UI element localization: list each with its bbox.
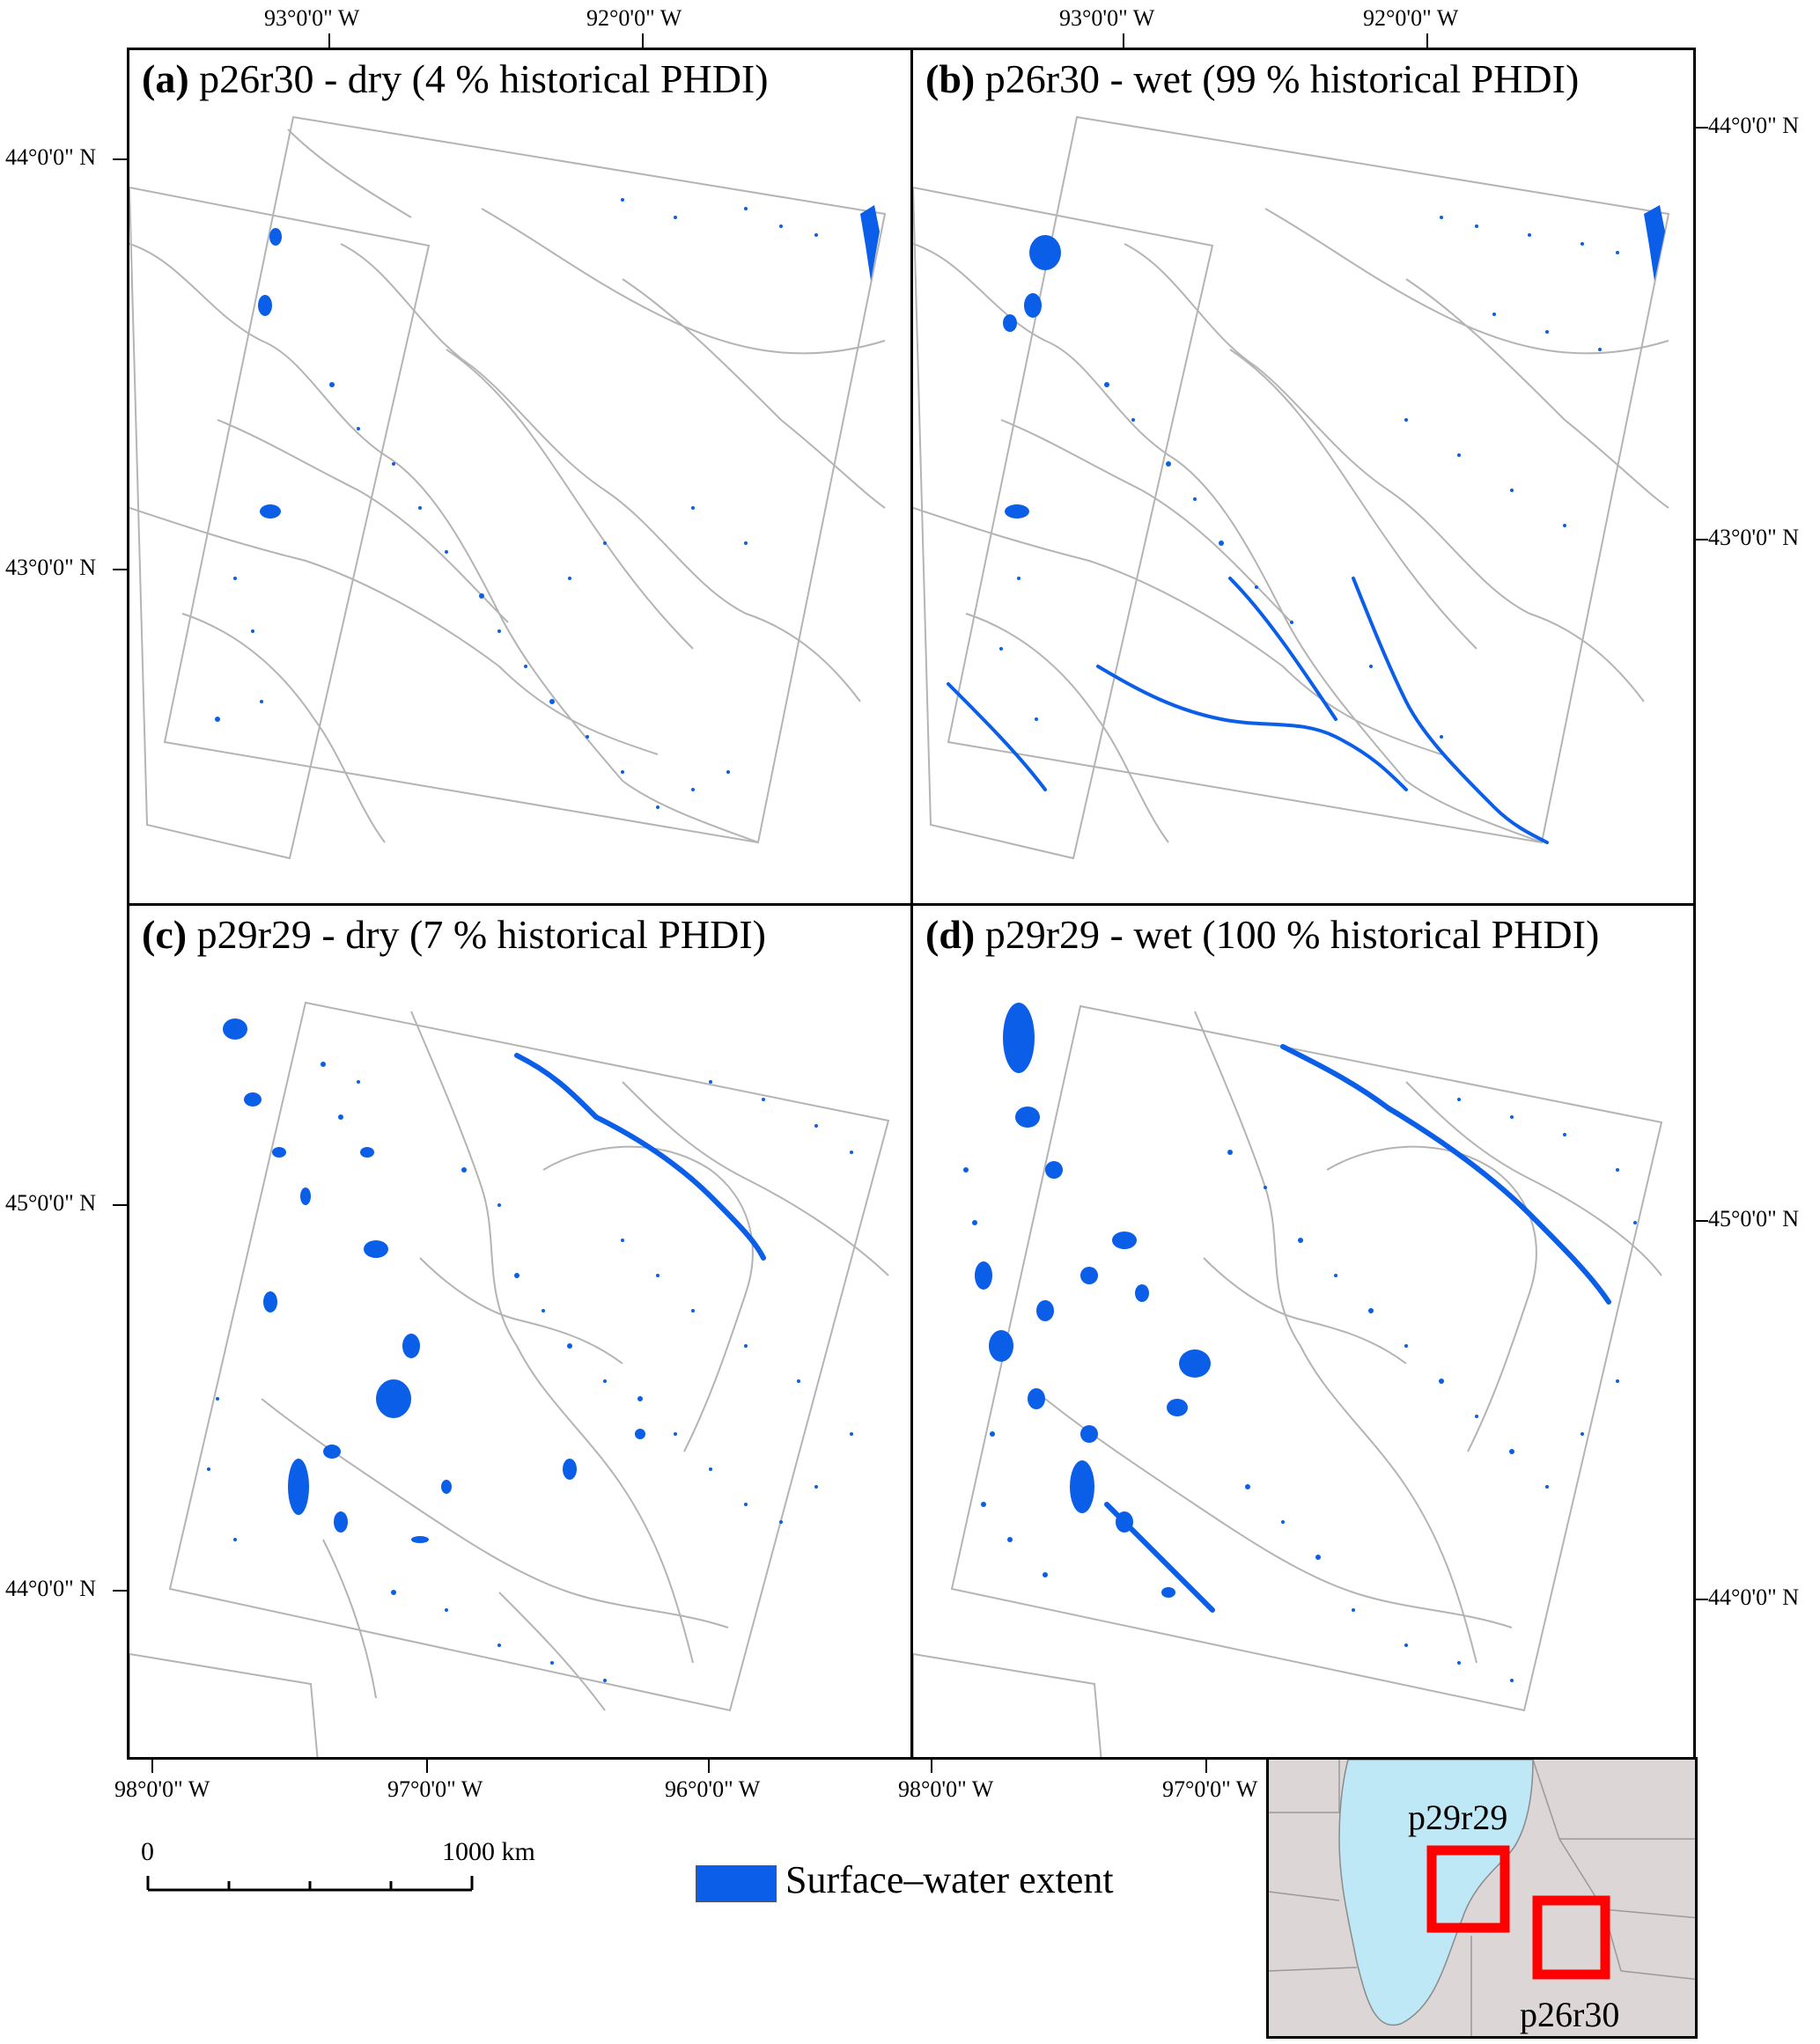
panel-title-text-d: p29r29 - wet (100 % historical PHDI) bbox=[984, 912, 1600, 957]
lon-label-top-b1: 93°0'0" W bbox=[1059, 5, 1155, 31]
lat-label-left-44: 44°0'0" N bbox=[5, 144, 96, 170]
lon-label-bottom-d1: 98°0'0" W bbox=[898, 1776, 994, 1802]
lat-label-left-45: 45°0'0" N bbox=[5, 1190, 96, 1216]
scale-bar-graphic bbox=[146, 1876, 474, 1892]
lat-label-right-44b: 44°0'0" N bbox=[1708, 1584, 1799, 1610]
panel-title-a: (a) p26r30 - dry (4 % historical PHDI) bbox=[142, 55, 769, 102]
lon-label-bottom-c1: 98°0'0" W bbox=[114, 1776, 210, 1802]
panel-title-d: (d) p29r29 - wet (100 % historical PHDI) bbox=[925, 911, 1599, 958]
lat-label-left-43: 43°0'0" N bbox=[5, 555, 96, 580]
map-canvas-d bbox=[913, 1003, 1663, 1757]
panel-letter-a: (a) bbox=[142, 56, 189, 101]
panel-title-text-a: p26r30 - dry (4 % historical PHDI) bbox=[199, 56, 769, 101]
map-panel-a: (a) p26r30 - dry (4 % historical PHDI) bbox=[127, 48, 913, 906]
panel-letter-d: (d) bbox=[925, 912, 976, 957]
panel-letter-c: (c) bbox=[142, 912, 188, 957]
lon-label-top-b2: 92°0'0" W bbox=[1363, 5, 1459, 31]
map-canvas-a bbox=[129, 115, 887, 860]
inset-box-p26r30 bbox=[1532, 1895, 1610, 1980]
lon-label-top-a2: 92°0'0" W bbox=[586, 5, 682, 31]
legend-swatch-water bbox=[696, 1864, 777, 1902]
panel-title-b: (b) p26r30 - wet (99 % historical PHDI) bbox=[925, 55, 1579, 102]
map-panel-d: (d) p29r29 - wet (100 % historical PHDI) bbox=[910, 903, 1696, 1760]
inset-map-canvas bbox=[1269, 1760, 1695, 2036]
map-panel-c: (c) p29r29 - dry (7 % historical PHDI) bbox=[127, 903, 913, 1760]
panel-title-text-c: p29r29 - dry (7 % historical PHDI) bbox=[196, 912, 766, 957]
map-canvas-b bbox=[913, 115, 1670, 860]
lon-label-bottom-c2: 97°0'0" W bbox=[387, 1776, 483, 1802]
lat-label-right-43: 43°0'0" N bbox=[1708, 525, 1799, 550]
map-canvas-c bbox=[129, 1001, 890, 1757]
lat-label-left-44b: 44°0'0" N bbox=[5, 1576, 96, 1601]
scale-bar: 0 1000 km bbox=[132, 1835, 535, 1906]
lon-label-bottom-d2: 97°0'0" W bbox=[1162, 1776, 1258, 1802]
legend-label: Surface–water extent bbox=[785, 1858, 1114, 1901]
inset-label-north: p29r29 bbox=[1408, 1798, 1508, 1837]
inset-locator-map: p29r29 p26r30 bbox=[1266, 1757, 1698, 2039]
panel-letter-b: (b) bbox=[925, 56, 976, 101]
lon-label-top-a1: 93°0'0" W bbox=[264, 5, 360, 31]
panel-title-text-b: p26r30 - wet (99 % historical PHDI) bbox=[984, 56, 1580, 101]
lon-label-bottom-c3: 96°0'0" W bbox=[665, 1776, 761, 1802]
panel-title-c: (c) p29r29 - dry (7 % historical PHDI) bbox=[142, 911, 766, 958]
lat-label-right-45: 45°0'0" N bbox=[1708, 1206, 1799, 1232]
legend: Surface–water extent bbox=[696, 1857, 1114, 1902]
map-panel-b: (b) p26r30 - wet (99 % historical PHDI) bbox=[910, 48, 1696, 906]
scale-start-label: 0 bbox=[141, 1837, 154, 1866]
inset-box-p29r29 bbox=[1426, 1845, 1510, 1933]
lat-label-right-44: 44°0'0" N bbox=[1708, 113, 1799, 138]
scale-end-label: 1000 km bbox=[442, 1837, 535, 1866]
inset-label-south: p26r30 bbox=[1520, 1995, 1620, 2034]
